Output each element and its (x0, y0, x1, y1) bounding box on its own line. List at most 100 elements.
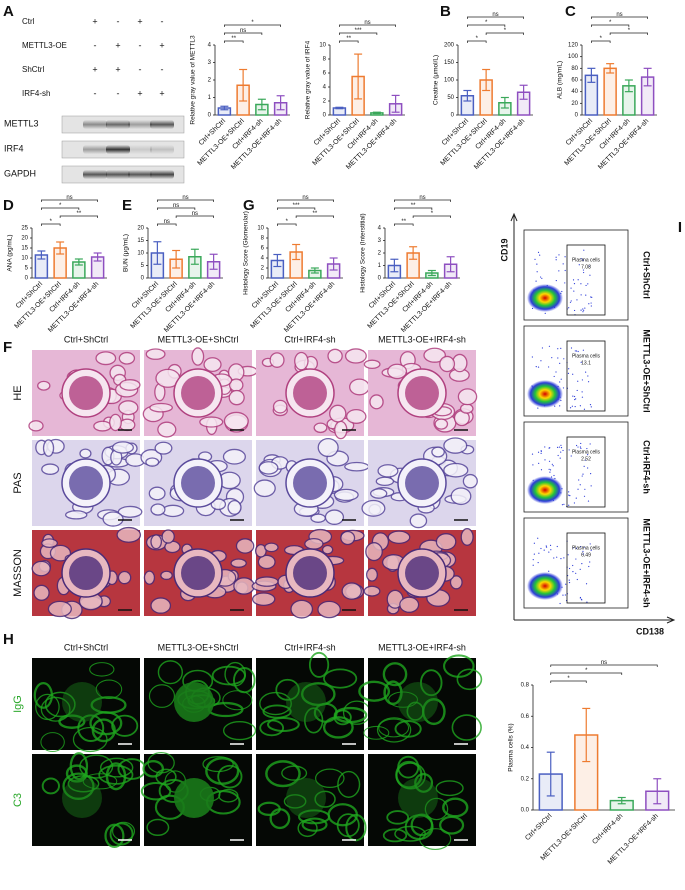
flow-event (567, 554, 569, 556)
glomerulus (181, 376, 215, 410)
tubule (161, 529, 175, 544)
flow-event (556, 545, 558, 548)
y-axis-label: Histology Score (Interstitial) (360, 213, 367, 292)
axis-label: CD19 (499, 238, 509, 261)
if-membrane (300, 682, 336, 707)
flow-event (570, 300, 572, 302)
flow-event (559, 405, 561, 407)
flow-event (535, 366, 537, 368)
significance-bracket (394, 199, 451, 202)
tubule (41, 538, 59, 549)
flow-event (590, 296, 592, 298)
tubule (102, 511, 124, 527)
significance-bracket (277, 207, 316, 210)
flow-event (580, 294, 582, 296)
tubule (118, 418, 136, 432)
error-bar (409, 246, 418, 260)
significance-label: ns (192, 211, 198, 217)
tubule (257, 554, 276, 570)
tubule (272, 399, 288, 414)
flow-event (532, 559, 534, 561)
flow-event (553, 557, 555, 559)
tubule (230, 558, 247, 568)
flow-density (527, 284, 563, 312)
flow-event (556, 556, 558, 558)
flow-event (574, 350, 576, 352)
flow-event (555, 259, 557, 261)
flow-event (548, 345, 551, 347)
tubule (361, 499, 386, 517)
flow-event (570, 287, 572, 289)
error-bar (329, 257, 338, 271)
flow-axis (514, 616, 676, 624)
error-bar (391, 94, 400, 113)
tubule (434, 418, 449, 430)
band-label: GAPDH (4, 168, 36, 178)
tubule (462, 473, 478, 489)
tubule (363, 585, 381, 597)
error-bar (257, 98, 266, 111)
flow-event (570, 455, 572, 457)
flow-event (589, 403, 592, 406)
if-membrane (259, 691, 292, 716)
flow-event (549, 447, 551, 449)
tubule (409, 513, 428, 529)
flow-event (569, 407, 572, 409)
y-tick-label: 50 (447, 95, 454, 101)
flow-event (537, 251, 540, 254)
treatment-mark: + (92, 64, 97, 74)
tubule (210, 498, 227, 511)
if-membrane (257, 801, 281, 817)
flow-event (583, 408, 586, 410)
tubule (118, 351, 136, 365)
significance-label: ** (77, 211, 82, 217)
flow-event (575, 398, 577, 400)
gate-label: Plasma cells (572, 257, 601, 263)
histology-image (143, 529, 255, 616)
y-axis-label: ALB (mg/mL) (557, 61, 564, 99)
tubule (423, 347, 446, 363)
tubule (157, 421, 177, 438)
if-membrane (259, 719, 285, 737)
panel-label: F (3, 339, 12, 356)
flow-event (573, 309, 576, 312)
tubule (290, 599, 314, 619)
flow-event (583, 271, 585, 274)
flow-event (577, 446, 579, 448)
significance-label: * (485, 20, 488, 26)
flow-event (574, 398, 576, 401)
flow-event (572, 547, 574, 549)
flow-event (540, 452, 542, 454)
if-membrane (404, 814, 434, 840)
flow-event (576, 299, 578, 301)
error-bar (582, 707, 591, 763)
treatment-label: METTL3-OE (22, 41, 67, 50)
y-tick-label: 40 (571, 89, 578, 95)
sample-label: Ctrl+IRF4-sh (642, 440, 652, 494)
if-membrane (157, 660, 183, 685)
flow-event (578, 479, 580, 481)
if-glomerulus (286, 682, 326, 722)
tubule (95, 351, 117, 366)
flow-event (562, 449, 564, 452)
flow-event (539, 276, 542, 278)
y-tick-label: 4 (323, 85, 327, 91)
significance-label: ns (173, 203, 179, 209)
tubule (41, 463, 60, 475)
tubule (254, 543, 267, 558)
tubule (65, 510, 88, 520)
if-image (358, 654, 483, 750)
if-membrane (388, 691, 418, 708)
if-membrane (44, 691, 76, 718)
flow-event (584, 307, 586, 309)
if-membrane (89, 662, 115, 677)
tubule (443, 437, 468, 454)
y-tick-label: 20 (571, 101, 578, 107)
row-label: PAS (12, 472, 24, 493)
if-membrane (378, 718, 410, 738)
tubule (387, 363, 408, 380)
flow-event (585, 583, 588, 585)
tubule (377, 464, 399, 478)
